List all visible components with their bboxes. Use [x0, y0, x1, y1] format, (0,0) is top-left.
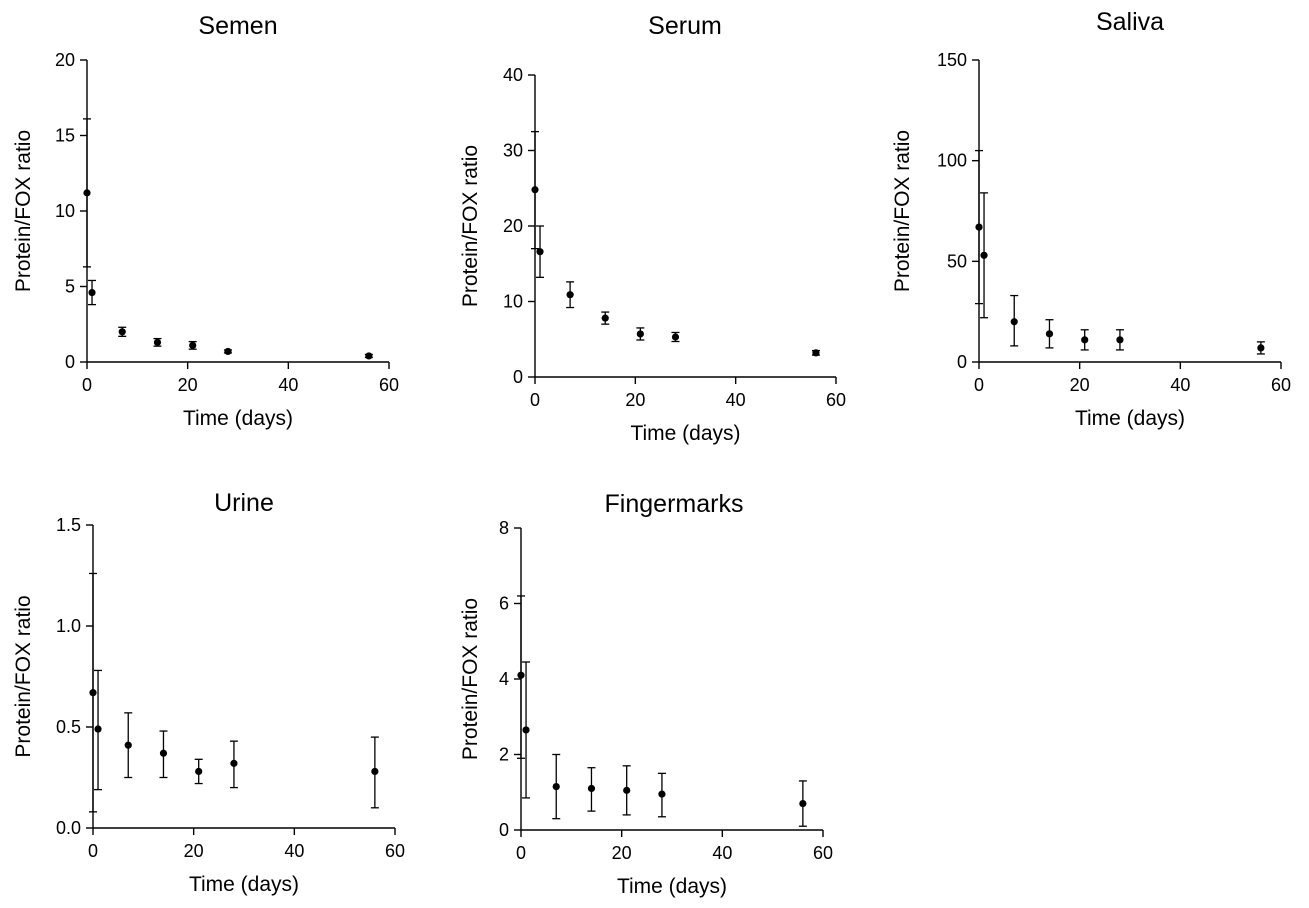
saliva-data-point: [1116, 336, 1124, 344]
semen-data-point: [153, 338, 162, 346]
urine-data-point: [230, 759, 238, 767]
semen-panel: Semen 0 5 10 15 20 0 20 40 60 Time (days) Protein/F…: [12, 12, 399, 430]
serum-y-tick-label: 30: [503, 141, 523, 161]
urine-data-point: [94, 725, 102, 733]
semen-y-tick-label: 5: [65, 277, 75, 297]
saliva-chart-title: Saliva: [1096, 8, 1164, 36]
semen-chart-title: Semen: [198, 12, 277, 40]
saliva-data-point: [975, 223, 983, 231]
serum-data-point: [531, 186, 539, 194]
urine-data-point: [195, 767, 203, 776]
fingermarks-x-tick-label: 40: [712, 843, 732, 863]
serum-data-point: [812, 349, 820, 357]
saliva-panel: Saliva 0 50 100 150 0 20 40 60 Time (days) Protein…: [891, 8, 1291, 430]
urine-data-point: [89, 689, 97, 697]
urine-x-axis-label: Time (days): [189, 873, 299, 896]
urine-y-tick-label: 0.0: [56, 818, 81, 838]
semen-data-point: [118, 328, 126, 336]
saliva-x-tick-label: 20: [1070, 375, 1090, 395]
serum-x-tick-label: 60: [826, 390, 846, 410]
saliva-x-axis-label: Time (days): [1075, 407, 1185, 430]
urine-x-tick-label: 0: [88, 841, 98, 861]
serum-y-tick-label: 20: [503, 216, 523, 236]
semen-data-point: [83, 189, 91, 197]
semen-x-tick-label: 60: [379, 375, 399, 395]
urine-y-tick-label: 1.0: [56, 616, 81, 636]
urine-data-point: [159, 749, 168, 757]
urine-x-tick-label: 20: [184, 841, 204, 861]
serum-x-axis-label: Time (days): [630, 422, 740, 445]
semen-x-tick-label: 20: [178, 375, 198, 395]
semen-data-point: [88, 288, 96, 297]
serum-x-tick-label: 20: [625, 390, 645, 410]
serum-data-point: [536, 248, 544, 256]
urine-x-tick-label: 60: [385, 841, 405, 861]
semen-y-tick-label: 10: [55, 201, 75, 221]
semen-x-tick-label: 0: [82, 375, 92, 395]
urine-data-point: [124, 741, 132, 749]
semen-y-tick-label: 20: [55, 50, 75, 70]
fingermarks-data-point: [623, 786, 631, 794]
saliva-data-point: [1010, 318, 1018, 326]
fingermarks-x-tick-label: 20: [612, 843, 632, 863]
fingermarks-data-point: [799, 799, 807, 808]
fingermarks-data-point: [522, 726, 530, 734]
serum-y-tick-label: 0: [513, 367, 523, 387]
serum-y-axis-label: Protein/FOX ratio: [459, 145, 482, 307]
serum-data-point: [671, 333, 680, 341]
fingermarks-y-tick-label: 4: [499, 669, 509, 689]
urine-x-tick-label: 40: [284, 841, 304, 861]
semen-y-tick-label: 0: [65, 352, 75, 372]
fingermarks-data-point: [658, 790, 666, 798]
fingermarks-y-tick-label: 8: [499, 518, 509, 538]
serum-data-point: [566, 291, 574, 299]
fingermarks-x-tick-label: 0: [516, 843, 526, 863]
urine-panel: Urine 0.0 0.5 1.0 1.5 0 20 40 60 Time (days) Prote…: [12, 489, 405, 896]
saliva-y-tick-label: 150: [937, 50, 967, 70]
fingermarks-y-tick-label: 2: [499, 745, 509, 765]
serum-y-tick-label: 10: [503, 292, 523, 312]
fingermarks-data-point: [517, 671, 525, 679]
fingermarks-x-axis-label: Time (days): [617, 875, 727, 898]
saliva-y-axis-label: Protein/FOX ratio: [891, 130, 914, 292]
semen-data-point: [365, 352, 373, 360]
saliva-x-tick-label: 40: [1170, 375, 1190, 395]
semen-y-axis-label: Protein/FOX ratio: [12, 130, 35, 292]
semen-x-tick-label: 40: [278, 375, 298, 395]
fingermarks-y-tick-label: 0: [499, 820, 509, 840]
fingermarks-data-point: [552, 782, 560, 791]
semen-x-axis-label: Time (days): [183, 407, 293, 430]
fingermarks-x-tick-label: 60: [813, 843, 833, 863]
saliva-data-point: [1257, 344, 1265, 352]
urine-y-tick-label: 1.5: [56, 515, 81, 535]
urine-y-axis-label: Protein/FOX ratio: [12, 595, 35, 757]
serum-data-point: [601, 314, 609, 322]
urine-data-point: [371, 767, 379, 776]
saliva-x-tick-label: 0: [974, 375, 984, 395]
semen-data-point: [224, 347, 232, 356]
saliva-y-tick-label: 100: [937, 151, 967, 171]
serum-x-tick-label: 40: [726, 390, 746, 410]
saliva-y-tick-label: 50: [947, 251, 967, 271]
semen-y-tick-label: 15: [55, 126, 75, 146]
serum-y-tick-label: 40: [503, 65, 523, 85]
fingermarks-chart-title: Fingermarks: [605, 490, 744, 518]
saliva-y-tick-label: 0: [957, 352, 967, 372]
serum-data-point: [636, 330, 644, 338]
semen-data-point: [189, 341, 197, 349]
saliva-data-point: [980, 251, 988, 259]
fingermarks-y-tick-label: 6: [499, 594, 509, 614]
serum-panel: Serum 0 10 20 30 40 0 20 40 60 Time (days) Protein/…: [459, 12, 846, 445]
serum-chart-title: Serum: [648, 12, 722, 40]
saliva-data-point: [1081, 336, 1089, 344]
saliva-data-point: [1045, 330, 1054, 338]
fingermarks-data-point: [587, 784, 596, 793]
saliva-x-tick-label: 60: [1271, 375, 1291, 395]
fingermarks-y-axis-label: Protein/FOX ratio: [459, 598, 482, 760]
serum-x-tick-label: 0: [530, 390, 540, 410]
fingermarks-panel: Fingermarks 0 2 4 6 8 0 20 40 60 Time (days) Protei…: [459, 490, 833, 898]
urine-y-tick-label: 0.5: [56, 717, 81, 737]
urine-chart-title: Urine: [214, 489, 274, 517]
